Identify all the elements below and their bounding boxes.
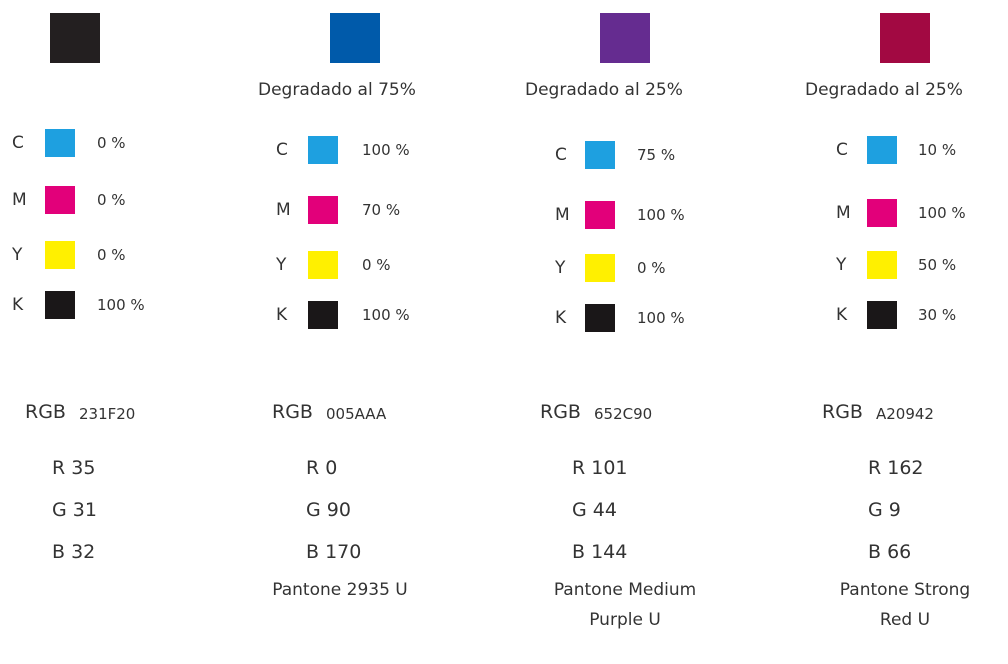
ink-swatch: [585, 201, 615, 229]
rgb-value: B 144: [572, 541, 628, 563]
tint-label: Degradado al 25%: [525, 80, 683, 100]
ink-swatch: [867, 251, 897, 279]
ink-swatch: [867, 301, 897, 329]
ink-letter: M: [555, 205, 570, 225]
color-swatch: [330, 13, 380, 63]
rgb-value: B 66: [868, 541, 912, 563]
hex-value: 005AAA: [326, 405, 387, 423]
ink-letter: K: [12, 295, 24, 315]
ink-value: 0 %: [362, 256, 391, 274]
ink-value: 100 %: [918, 204, 966, 222]
rgb-value: G 9: [868, 499, 901, 521]
ink-value: 50 %: [918, 256, 957, 274]
ink-swatch: [585, 254, 615, 282]
ink-swatch: [308, 301, 338, 329]
ink-letter: Y: [276, 255, 287, 275]
ink-swatch: [45, 186, 75, 214]
ink-swatch: [585, 141, 615, 169]
rgb-label: RGB: [822, 401, 863, 423]
ink-value: 0 %: [97, 134, 126, 152]
rgb-value: R 0: [306, 457, 338, 479]
ink-swatch: [308, 251, 338, 279]
ink-swatch: [585, 304, 615, 332]
ink-value: 100 %: [637, 206, 685, 224]
ink-value: 100 %: [362, 141, 410, 159]
pantone-name: Purple U: [589, 610, 661, 630]
rgb-value: G 90: [306, 499, 351, 521]
ink-value: 70 %: [362, 201, 401, 219]
ink-swatch: [45, 291, 75, 319]
ink-letter: K: [836, 305, 848, 325]
ink-swatch: [867, 136, 897, 164]
ink-swatch: [308, 136, 338, 164]
pantone-name: Red U: [879, 610, 931, 630]
ink-value: 100 %: [362, 306, 410, 324]
pantone-name: Pantone Strong: [839, 580, 971, 600]
rgb-value: G 44: [572, 499, 617, 521]
ink-value: 10 %: [918, 141, 957, 159]
rgb-label: RGB: [272, 401, 313, 423]
rgb-value: R 101: [572, 457, 628, 479]
rgb-label: RGB: [25, 401, 66, 423]
hex-value: A20942: [876, 405, 934, 423]
ink-value: 0 %: [637, 259, 666, 277]
hex-value: 231F20: [79, 405, 136, 423]
ink-letter: M: [276, 200, 291, 220]
ink-value: 100 %: [637, 309, 685, 327]
rgb-value: R 35: [52, 457, 96, 479]
ink-letter: M: [836, 203, 851, 223]
rgb-value: B 170: [306, 541, 362, 563]
rgb-value: B 32: [52, 541, 96, 563]
pantone-name: Pantone Medium: [553, 580, 697, 600]
color-swatch: [880, 13, 930, 63]
ink-value: 100 %: [97, 296, 145, 314]
ink-value: 0 %: [97, 191, 126, 209]
rgb-value: G 31: [52, 499, 97, 521]
pantone-name: Pantone 2935 U: [272, 580, 408, 600]
ink-letter: Y: [12, 245, 23, 265]
ink-letter: K: [276, 305, 288, 325]
ink-letter: Y: [836, 255, 847, 275]
color-swatch: [600, 13, 650, 63]
ink-swatch: [867, 199, 897, 227]
hex-value: 652C90: [594, 405, 653, 423]
ink-swatch: [45, 129, 75, 157]
ink-value: 0 %: [97, 246, 126, 264]
ink-swatch: [308, 196, 338, 224]
tint-label: Degradado al 75%: [258, 80, 416, 100]
ink-letter: C: [836, 140, 848, 160]
color-swatch: [50, 13, 100, 63]
ink-letter: C: [555, 145, 567, 165]
ink-letter: K: [555, 308, 567, 328]
ink-letter: Y: [555, 258, 566, 278]
ink-letter: M: [12, 190, 27, 210]
ink-value: 30 %: [918, 306, 957, 324]
ink-swatch: [45, 241, 75, 269]
ink-letter: C: [12, 133, 24, 153]
rgb-value: R 162: [868, 457, 924, 479]
ink-letter: C: [276, 140, 288, 160]
tint-label: Degradado al 25%: [805, 80, 963, 100]
ink-value: 75 %: [637, 146, 676, 164]
rgb-label: RGB: [540, 401, 581, 423]
